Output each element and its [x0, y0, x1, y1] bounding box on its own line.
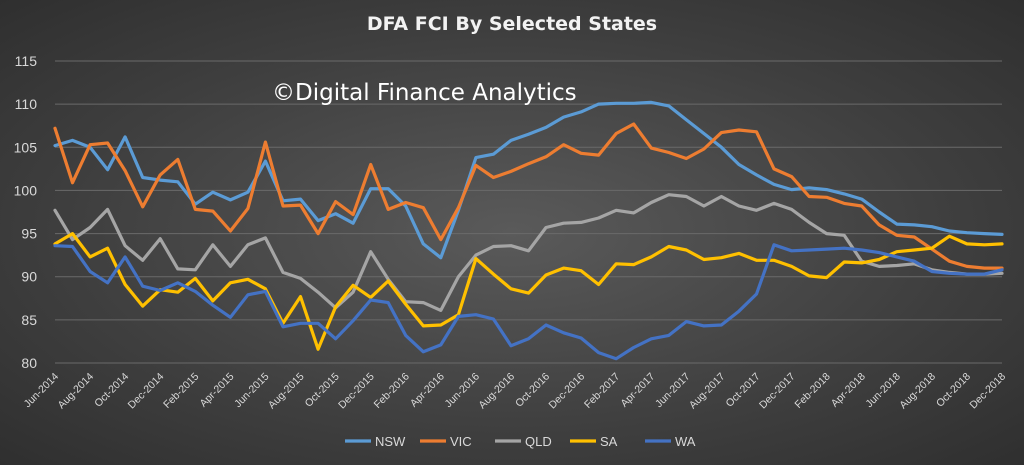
gridlines: [55, 60, 1002, 364]
legend-label: WA: [675, 434, 696, 449]
series-line-wa: [53, 243, 1004, 361]
x-tick-label: Jun-2017: [653, 371, 693, 411]
x-tick-label: Dec-2014: [126, 371, 167, 412]
legend-label: VIC: [450, 434, 472, 449]
x-tick-label: Dec-2017: [757, 371, 798, 412]
x-tick-label: Apr-2017: [618, 371, 657, 410]
y-tick-label: 85: [21, 312, 37, 328]
x-tick-label: Apr-2015: [197, 371, 236, 410]
y-tick-label: 115: [15, 53, 38, 69]
y-tick-label: 110: [15, 96, 38, 112]
series-line-vic: [53, 122, 1004, 270]
y-tick-label: 80: [21, 355, 37, 371]
x-tick-label: Jun-2016: [443, 371, 483, 411]
x-tick-label: Aug-2015: [266, 371, 307, 412]
legend: NSW VIC QLD SA WA: [345, 434, 696, 449]
x-tick-label: Apr-2016: [408, 371, 447, 410]
legend-item-sa: SA: [570, 434, 618, 449]
x-tick-label: Aug-2018: [897, 371, 938, 412]
x-tick-label: Jun-2015: [232, 371, 272, 411]
legend-label: NSW: [375, 434, 406, 449]
legend-label: SA: [600, 434, 618, 449]
x-tick-label: Feb-2016: [372, 371, 412, 411]
x-tick-label: Jun-2018: [863, 371, 903, 411]
x-tick-label: Feb-2018: [792, 371, 832, 411]
y-tick-label: 100: [14, 182, 38, 198]
x-tick-label: Apr-2018: [829, 371, 868, 410]
x-tick-label: Dec-2018: [967, 371, 1008, 412]
x-tick-label: Feb-2015: [161, 371, 201, 411]
series-lines: [53, 100, 1004, 361]
x-tick-label: Dec-2016: [547, 371, 588, 412]
x-tick-label: Dec-2015: [336, 371, 377, 412]
x-axis-ticks: Jun-2014Aug-2014Oct-2014Dec-2014Feb-2015…: [22, 371, 1009, 412]
legend-item-nsw: NSW: [345, 434, 406, 449]
legend-label: QLD: [525, 434, 552, 449]
watermark: ©Digital Finance Analytics: [272, 80, 577, 106]
x-tick-label: Aug-2014: [56, 371, 97, 412]
x-tick-label: Aug-2017: [687, 371, 728, 412]
series-line-sa: [53, 232, 1004, 351]
x-tick-label: Feb-2017: [582, 371, 622, 411]
legend-item-wa: WA: [645, 434, 696, 449]
y-axis-ticks: 80 85 90 95 100 105 110 115: [14, 53, 38, 371]
x-tick-label: Aug-2016: [476, 371, 517, 412]
chart-title: DFA FCI By Selected States: [367, 13, 657, 35]
y-tick-label: 90: [21, 269, 37, 285]
x-tick-label: Jun-2014: [22, 371, 62, 411]
legend-item-qld: QLD: [495, 434, 552, 449]
y-tick-label: 105: [14, 139, 38, 155]
series-line-qld: [53, 193, 1004, 312]
series-line-nsw: [53, 100, 1004, 260]
legend-item-vic: VIC: [420, 434, 472, 449]
y-tick-label: 95: [21, 226, 37, 242]
